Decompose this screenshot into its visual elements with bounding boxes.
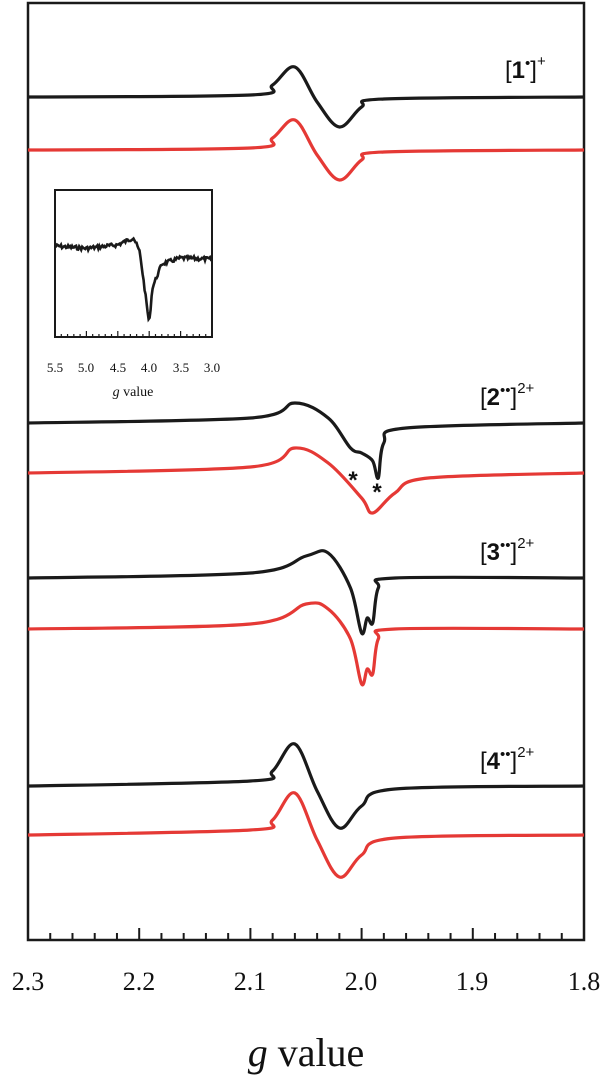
inset-tick-label: 5.5 [47,360,63,375]
label-open-bracket: [ [480,539,487,566]
inset-trace [54,236,213,323]
experimental-trace-2 [27,401,585,480]
label-radical-dots: •• [500,746,511,763]
label-charge: 2+ [517,380,534,397]
spectrum-label-4: [4••]2+ [480,744,535,775]
x-axis-title: g value [248,1030,365,1075]
label-charge: 2+ [517,744,534,761]
simulated-trace-3 [27,601,585,687]
x-axis-tick-labels: 2.3 2.2 2.1 2.0 1.9 1.8 [12,967,601,996]
simulated-trace-1 [27,118,585,182]
experimental-trace-1 [27,65,585,129]
label-radical-dots: • [525,55,530,72]
label-radical-dots: •• [500,537,511,554]
label-radical-dots: •• [500,382,511,399]
inset-plot: 5.5 5.0 4.5 4.0 3.5 3.0 g value [47,189,220,400]
simulated-trace-2 [27,446,585,515]
x-tick-label: 2.1 [234,967,267,996]
label-charge: 2+ [517,535,534,552]
inset-frame [54,189,213,338]
label-close-bracket: ] [511,384,518,411]
x-tick-label: 2.0 [345,967,378,996]
spectrum-label-1: [1•]+ [505,53,546,84]
annotation-asterisk-2: * [372,479,382,506]
label-open-bracket: [ [480,748,487,775]
label-open-bracket: [ [480,384,487,411]
x-axis-ticks [27,928,585,940]
x-tick-label: 1.9 [456,967,489,996]
experimental-trace-4 [27,742,585,830]
label-close-bracket: ] [511,539,518,566]
inset-x-ticks [54,331,213,337]
spectra-traces [27,65,585,879]
label-number: 3 [487,539,500,566]
label-number: 4 [487,748,501,775]
spectrum-label-3: [3••]2+ [480,535,535,566]
x-tick-label: 2.3 [12,967,45,996]
label-number: 1 [512,57,525,84]
simulated-trace-4 [27,791,585,879]
inset-tick-label: 3.5 [173,360,189,375]
inset-x-axis-title: g value [113,385,154,400]
spectrum-labels: [1•]+[2••]2+[3••]2+[4••]2+ [480,53,546,775]
inset-tick-labels: 5.5 5.0 4.5 4.0 3.5 3.0 [47,360,220,375]
x-tick-label: 2.2 [123,967,156,996]
label-open-bracket: [ [505,57,512,84]
label-close-bracket: ] [511,748,518,775]
label-charge: + [537,53,546,70]
inset-tick-label: 3.0 [204,360,220,375]
spectrum-label-2: [2••]2+ [480,380,535,411]
experimental-trace-3 [27,549,585,636]
inset-tick-label: 5.0 [78,360,94,375]
inset-tick-label: 4.0 [141,360,157,375]
annotation-asterisk-1: * [348,467,358,494]
x-tick-label: 1.8 [568,967,601,996]
inset-tick-label: 4.5 [110,360,126,375]
label-close-bracket: ] [530,57,537,84]
label-number: 2 [487,384,500,411]
